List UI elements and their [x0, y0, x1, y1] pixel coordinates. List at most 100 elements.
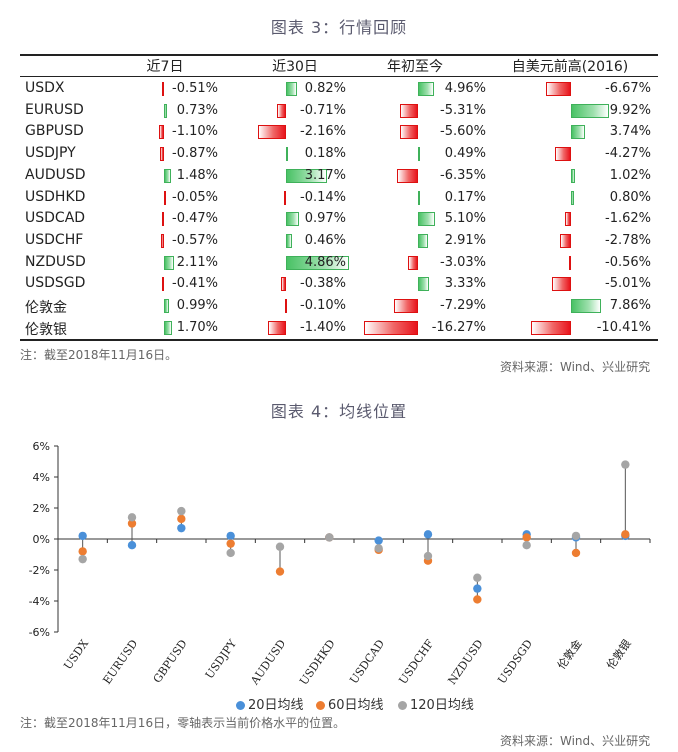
cell-value: 1.70%	[176, 319, 218, 335]
header-7d: 近7日	[146, 59, 184, 75]
chart-note: 注：截至2018年11月16日，零轴表示当前价格水平的位置。	[20, 716, 346, 730]
cell-value: 3.74%	[609, 124, 651, 140]
cell-value: 4.86%	[304, 254, 346, 270]
data-bar	[564, 212, 571, 227]
cell-value: 0.99%	[176, 298, 218, 313]
cell-value: -10.41%	[596, 319, 651, 335]
cell-value: 1.48%	[176, 167, 218, 183]
legend-60d-label: 60日均线	[328, 698, 384, 713]
legend-20d: 20日均线	[236, 694, 304, 713]
cell-value: -7.29%	[440, 298, 486, 313]
table-top-border	[20, 54, 658, 56]
row-label: USDCAD	[25, 210, 86, 227]
point-120d	[571, 531, 581, 541]
data-bar	[286, 212, 299, 227]
y-tick-label: 2%	[33, 502, 50, 515]
point-20d	[127, 541, 137, 550]
data-bar	[164, 103, 168, 118]
data-bar	[284, 299, 287, 313]
data-bar	[571, 103, 609, 118]
legend-60d: 60日均线	[316, 694, 384, 713]
chart-title: 图表 4：均线位置	[270, 402, 408, 421]
data-bar	[408, 255, 418, 270]
point-120d	[177, 506, 186, 516]
cell-value: 0.18%	[304, 146, 346, 162]
cell-value: 0.97%	[304, 211, 346, 227]
point-120d	[423, 551, 433, 561]
row-label: AUDUSD	[25, 166, 86, 183]
header-since-high: 自美元前高(2016)	[511, 59, 629, 75]
data-bar	[571, 299, 601, 313]
point-120d	[374, 544, 383, 553]
cell-value: 0.73%	[176, 102, 218, 118]
row-label: NZDUSD	[25, 253, 86, 270]
data-bar	[400, 103, 418, 118]
data-bar	[163, 190, 166, 205]
x-tick-label: 伦敦金	[554, 637, 584, 672]
data-bar	[164, 255, 174, 270]
cell-value: -0.87%	[172, 146, 218, 162]
point-120d	[621, 460, 630, 469]
point-120d	[275, 542, 285, 551]
data-bar	[162, 277, 165, 292]
point-20d	[177, 523, 186, 533]
x-tick-label: USDSGD	[495, 637, 535, 686]
legend-20d-label: 20日均线	[248, 698, 304, 713]
data-bar	[161, 212, 164, 227]
data-bar	[164, 320, 172, 335]
cell-value: -6.67%	[605, 81, 651, 96]
point-20d	[374, 536, 383, 545]
point-120d	[78, 554, 87, 564]
y-tick-label: -2%	[29, 564, 50, 577]
table-note: 注：截至2018年11月16日。	[20, 348, 178, 362]
data-bar	[554, 147, 571, 162]
row-label: 伦敦银	[25, 321, 67, 338]
cell-value: 3.33%	[444, 276, 486, 292]
data-bar	[286, 233, 292, 248]
data-bar	[397, 168, 418, 183]
cell-value: -6.35%	[440, 167, 486, 183]
cell-value: -0.71%	[300, 102, 346, 118]
data-bar	[276, 103, 286, 118]
point-60d	[78, 547, 87, 556]
cell-value: -0.38%	[300, 276, 346, 292]
x-tick-label: USDX	[61, 637, 91, 672]
data-bar	[364, 320, 418, 335]
point-60d	[621, 530, 630, 539]
point-120d	[127, 513, 137, 522]
x-tick-label: 伦敦银	[603, 637, 633, 672]
y-tick-label: 4%	[33, 471, 50, 484]
data-bar	[286, 255, 350, 270]
cell-value: -1.10%	[172, 124, 218, 140]
cell-value: -5.31%	[440, 102, 486, 118]
data-bar	[393, 299, 418, 313]
cell-value: -0.41%	[172, 276, 218, 292]
row-label: USDSGD	[25, 275, 86, 292]
data-bar	[399, 125, 418, 140]
data-bar	[560, 233, 571, 248]
table-source: 资料来源：Wind、兴业研究	[500, 360, 651, 374]
data-bar	[267, 320, 286, 335]
data-bar	[164, 299, 169, 313]
y-tick-label: -4%	[29, 595, 50, 608]
x-tick-label: USDHKD	[297, 637, 338, 687]
cell-value: 0.80%	[609, 189, 651, 205]
data-bar	[571, 190, 575, 205]
cell-value: 2.91%	[444, 232, 486, 248]
data-bar	[571, 125, 586, 140]
cell-value: -1.40%	[300, 319, 346, 335]
data-bar	[161, 233, 164, 248]
legend-60d-marker	[316, 701, 325, 710]
x-tick-label: USDCAD	[347, 637, 387, 686]
data-bar	[158, 125, 164, 140]
legend-120d-marker	[398, 701, 407, 710]
cell-value: -4.27%	[605, 146, 651, 162]
data-bar	[286, 168, 328, 183]
cell-value: -3.03%	[440, 254, 486, 270]
data-bar	[286, 82, 297, 96]
point-120d	[522, 541, 531, 550]
cell-value: 5.10%	[444, 211, 486, 227]
data-bar	[551, 277, 571, 292]
point-60d	[275, 567, 285, 576]
data-bar	[418, 82, 435, 96]
